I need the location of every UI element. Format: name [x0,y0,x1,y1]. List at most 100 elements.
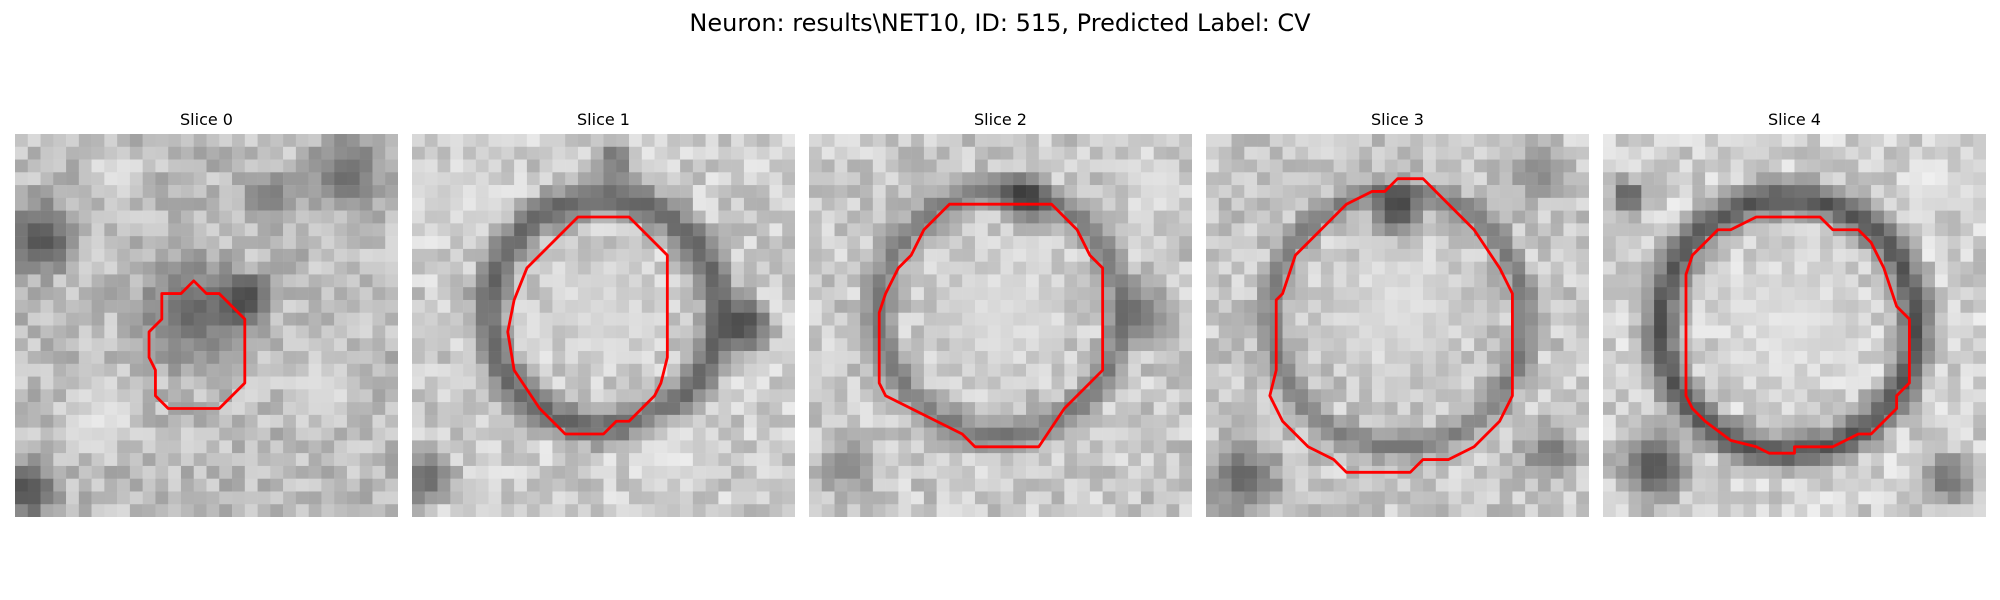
pixel [1576,210,1589,224]
pixel [654,146,668,160]
pixel [1308,185,1322,199]
pixel [1973,376,1986,390]
pixel [1102,325,1116,339]
pixel [91,287,105,301]
pixel [692,287,706,301]
pixel [769,351,783,365]
pixel [1320,453,1334,467]
pixel [718,325,732,339]
pixel [346,299,360,313]
pixel [1448,504,1462,517]
pixel [206,223,220,237]
pixel [629,299,643,313]
pixel [155,210,169,224]
pixel [155,414,169,428]
pixel [1206,440,1220,454]
pixel [641,440,655,454]
pixel [1346,478,1360,492]
pixel [1333,402,1347,416]
pixel [641,274,655,288]
pixel [731,197,745,211]
pixel [1269,172,1283,186]
pixel [104,146,118,160]
pixel [168,478,182,492]
pixel [1486,185,1500,199]
pixel [40,261,54,275]
pixel [1038,325,1052,339]
pixel [1922,414,1936,428]
pixel [577,287,591,301]
segmentation-contour [1684,215,1911,455]
pixel [1756,274,1770,288]
pixel [898,453,912,467]
pixel [1153,299,1167,313]
pixel [1603,351,1617,365]
pixel [565,363,579,377]
pixel [1781,261,1795,275]
pixel [616,402,630,416]
pixel [424,134,438,148]
pixel [1153,287,1167,301]
pixel [603,274,617,288]
pixel [155,363,169,377]
pixel [40,440,54,454]
pixel [1820,376,1834,390]
pixel [66,453,80,467]
pixel [1845,376,1859,390]
pixel [1269,427,1283,441]
pixel [1576,299,1589,313]
pixel [1576,414,1589,428]
pixel [15,478,29,492]
pixel [1499,351,1513,365]
pixel [334,440,348,454]
pixel [769,134,783,148]
pixel [756,440,770,454]
pixel [1140,427,1154,441]
pixel [424,287,438,301]
pixel [1435,351,1449,365]
pixel [565,146,579,160]
pixel [680,351,694,365]
pixel [1206,274,1220,288]
pixel [1960,402,1974,416]
pixel [1717,325,1731,339]
pixel [1615,261,1629,275]
pixel [283,197,297,211]
pixel [1282,159,1296,173]
pixel [1320,363,1334,377]
pixel [552,197,566,211]
pixel [1333,261,1347,275]
pixel [1320,351,1334,365]
pixel [1397,363,1411,377]
pixel [1768,287,1782,301]
pixel [1115,414,1129,428]
pixel [1423,325,1437,339]
pixel [1871,402,1885,416]
pixel [129,312,143,326]
pixel [257,146,271,160]
pixel [756,261,770,275]
pixel [603,172,617,186]
pixel [1820,172,1834,186]
pixel [295,453,309,467]
pixel [705,223,719,237]
pixel [1038,299,1052,313]
pixel [731,338,745,352]
pixel [1794,453,1808,467]
pixel [463,453,477,467]
pixel [359,299,373,313]
pixel [1666,427,1680,441]
pixel [923,287,937,301]
pixel [219,478,233,492]
pixel [809,274,823,288]
pixel [552,363,566,377]
pixel [847,325,861,339]
pixel [987,389,1001,403]
pixel [40,465,54,479]
pixel [1295,402,1309,416]
pixel [1333,389,1347,403]
pixel [1615,159,1629,173]
pixel [1654,427,1668,441]
pixel [346,159,360,173]
pixel [1705,465,1719,479]
